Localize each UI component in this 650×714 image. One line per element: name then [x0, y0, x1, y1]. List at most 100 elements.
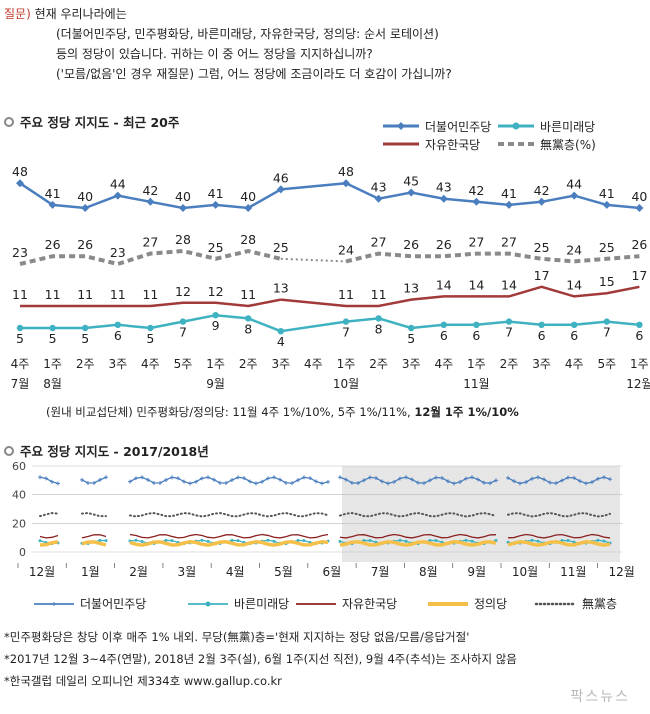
series-line: [20, 298, 282, 308]
data-point: [146, 197, 155, 206]
data-point: [488, 481, 492, 486]
question-tag: 질문): [4, 7, 31, 21]
data-label: 6: [472, 328, 480, 343]
data-point: [140, 539, 144, 543]
footnote-1: *민주평화당은 창당 이후 매주 1% 내외. 무당(無黨)층='현재 지지하는…: [4, 630, 470, 644]
data-label: 13: [403, 281, 419, 296]
data-point: [81, 204, 90, 212]
data-point: [230, 478, 234, 483]
x-tick-label: 4주: [434, 357, 453, 371]
legend-item: 無黨층: [534, 596, 617, 611]
x-tick-label: 9월: [467, 565, 486, 579]
data-point: [80, 477, 84, 482]
data-label: 41: [45, 186, 61, 201]
data-point: [134, 538, 138, 542]
data-point: [98, 538, 102, 542]
note-text: (원내 비교섭단체) 민주평화당/정의당: 11월 4주 1%/10%, 5주 …: [46, 405, 415, 419]
data-label: 25: [208, 240, 224, 255]
data-point: [113, 191, 122, 200]
series-3: 23 26 26 23 27 28 25 28 25 24 27 26 26 27 27 25 24 25 26: [12, 232, 647, 267]
legend-marker: [205, 601, 211, 607]
data-label: 11: [371, 287, 387, 302]
x-tick-label: 7월: [11, 377, 30, 391]
data-point: [182, 479, 186, 484]
data-point: [536, 475, 540, 480]
x-tick-label: 2월: [129, 565, 148, 579]
data-point: [50, 479, 54, 484]
data-point: [277, 328, 284, 335]
data-point: [179, 204, 187, 212]
data-label: 11: [45, 287, 61, 302]
data-point: [602, 539, 606, 543]
legend-marker: [512, 122, 520, 130]
data-point: [276, 185, 285, 194]
data-point: [603, 318, 610, 325]
data-point: [344, 477, 348, 482]
data-point: [537, 197, 546, 206]
series-bridge: [280, 298, 347, 308]
data-point: [179, 318, 187, 325]
data-point: [38, 475, 42, 480]
data-label: 4: [277, 334, 285, 349]
data-point: [308, 476, 312, 481]
data-point: [566, 475, 570, 480]
data-point: [176, 476, 180, 481]
x-tick-label: 5주: [174, 357, 193, 371]
series-line: [39, 539, 59, 547]
data-point: [170, 539, 174, 543]
data-label: 7: [179, 325, 187, 340]
x-tick-label: 4주: [11, 357, 30, 371]
data-point: [458, 480, 462, 485]
legend-item: 無黨층(%): [498, 137, 596, 152]
data-label: 24: [338, 242, 354, 257]
data-point: [134, 476, 138, 481]
data-point: [326, 479, 330, 484]
data-point: [147, 324, 154, 332]
data-point: [602, 200, 611, 209]
data-point: [440, 321, 447, 328]
data-point: [470, 539, 474, 543]
chart1-title: 주요 정당 지지도 - 최근 20주: [4, 112, 179, 131]
data-point: [48, 200, 57, 209]
data-point: [374, 194, 383, 203]
x-tick-label: 3월: [178, 565, 197, 579]
data-label: 9: [212, 318, 220, 333]
data-point: [230, 538, 234, 542]
data-point: [16, 324, 24, 332]
data-point: [470, 475, 474, 480]
legend-marker: [397, 122, 405, 130]
data-point: [338, 475, 342, 480]
legend-label: 無黨층: [582, 596, 617, 611]
footnote-3: *한국갤럽 데일리 오피니언 제334호 www.gallup.co.kr: [4, 674, 282, 688]
data-point: [244, 204, 253, 212]
x-tick-label: 5주: [597, 357, 616, 371]
x-tick-label: 9월: [206, 377, 225, 391]
data-label: 27: [468, 235, 484, 250]
legend-label: 바른미래당: [540, 120, 595, 134]
data-point: [356, 481, 360, 486]
data-label: 5: [49, 331, 57, 346]
data-point: [188, 481, 192, 486]
series-line: [345, 251, 640, 264]
data-label: 6: [538, 328, 546, 343]
data-label: 25: [534, 240, 550, 255]
series-1: 5 5 5 6 5 7 9 8 4 7 8 5 6 6 7 6 6 7 6: [16, 312, 643, 349]
data-point: [128, 479, 132, 484]
data-point: [596, 538, 600, 542]
footnote-2: *2017년 12월 3~4주(연말), 2018년 2월 3주(설), 6월 …: [4, 652, 517, 666]
data-point: [635, 204, 644, 212]
x-tick-label: 10월: [512, 565, 538, 579]
legend-item: 자유한국당: [383, 138, 480, 152]
data-point: [218, 480, 222, 485]
data-point: [114, 321, 122, 328]
x-tick-label: 8월: [43, 377, 62, 391]
data-label: 42: [142, 183, 158, 198]
series-line: [81, 540, 107, 547]
data-label: 14: [468, 277, 484, 292]
data-point: [56, 481, 60, 486]
data-label: 40: [240, 189, 256, 204]
x-tick-label: 10월: [333, 377, 359, 391]
data-label: 12: [175, 284, 191, 299]
data-label: 26: [631, 237, 647, 252]
data-point: [428, 478, 432, 483]
